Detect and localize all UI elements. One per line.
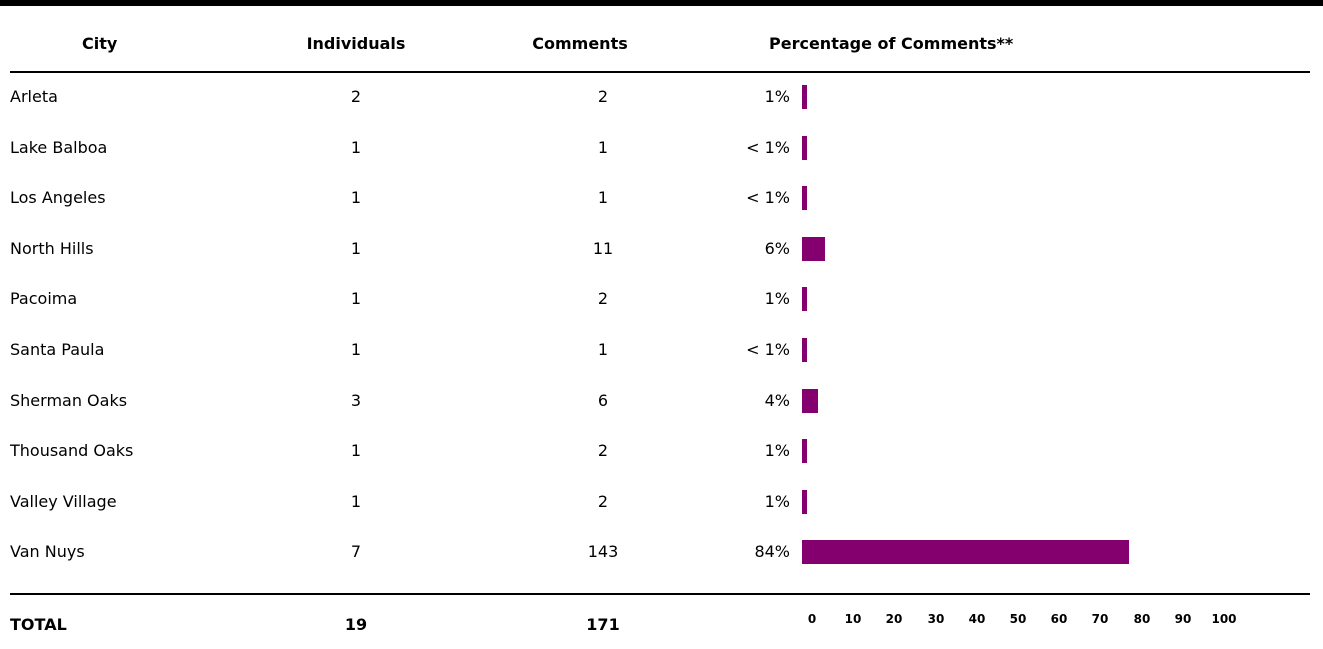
bar-santa-paula: [802, 338, 807, 362]
row-percentage-label: 1%: [764, 441, 790, 460]
row-comments: 6: [597, 391, 609, 410]
bar-valley-village: [802, 490, 807, 514]
x-tick-label: 90: [1174, 612, 1192, 626]
row-percentage-label: 84%: [754, 542, 790, 561]
row-comments: 2: [597, 492, 609, 511]
x-tick-label: 80: [1133, 612, 1151, 626]
row-individuals: 3: [350, 391, 362, 410]
row-city: Lake Balboa: [10, 138, 108, 157]
row-percentage-label: 1%: [764, 87, 790, 106]
row-city: Los Angeles: [10, 188, 106, 207]
row-comments: 1: [597, 138, 609, 157]
row-individuals: 1: [350, 492, 362, 511]
row-individuals: 1: [350, 289, 362, 308]
header-rule: [10, 71, 1310, 73]
row-percentage-label: < 1%: [746, 138, 790, 157]
x-tick-label: 30: [927, 612, 945, 626]
row-individuals: 1: [350, 188, 362, 207]
row-percentage-label: 6%: [764, 239, 790, 258]
row-city: Santa Paula: [10, 340, 105, 359]
row-individuals: 1: [350, 138, 362, 157]
row-city: Pacoima: [10, 289, 78, 308]
x-tick-label: 60: [1050, 612, 1068, 626]
x-tick-label: 20: [885, 612, 903, 626]
row-city: Sherman Oaks: [10, 391, 128, 410]
row-percentage-label: 4%: [764, 391, 790, 410]
row-city: Arleta: [10, 87, 58, 106]
bar-arleta: [802, 85, 807, 109]
row-individuals: 7: [350, 542, 362, 561]
row-individuals: 1: [350, 239, 362, 258]
bar-lake-balboa: [802, 136, 807, 160]
row-comments: 2: [597, 441, 609, 460]
top-rule: [0, 0, 1323, 6]
bar-pacoima: [802, 287, 807, 311]
row-individuals: 2: [350, 87, 362, 106]
header-city: City: [82, 34, 118, 53]
x-tick-label: 0: [807, 612, 817, 626]
bar-thousand-oaks: [802, 439, 807, 463]
x-tick-label: 100: [1211, 612, 1237, 626]
row-percentage-label: 1%: [764, 492, 790, 511]
total-individuals: 19: [344, 615, 368, 634]
bar-north-hills: [802, 237, 825, 261]
row-comments: 11: [592, 239, 614, 258]
header-percentage: Percentage of Comments**: [769, 34, 1014, 53]
row-percentage-label: < 1%: [746, 188, 790, 207]
header-individuals: Individuals: [306, 34, 406, 53]
bar-sherman-oaks: [802, 389, 818, 413]
row-individuals: 1: [350, 340, 362, 359]
row-comments: 1: [597, 340, 609, 359]
total-comments: 171: [586, 615, 620, 634]
x-tick-label: 10: [844, 612, 862, 626]
row-city: Thousand Oaks: [10, 441, 134, 460]
bar-los-angeles: [802, 186, 807, 210]
row-comments: 143: [587, 542, 619, 561]
row-comments: 1: [597, 188, 609, 207]
row-percentage-label: < 1%: [746, 340, 790, 359]
row-individuals: 1: [350, 441, 362, 460]
row-city: Van Nuys: [10, 542, 85, 561]
x-tick-label: 40: [968, 612, 986, 626]
row-percentage-label: 1%: [764, 289, 790, 308]
row-city: Valley Village: [10, 492, 117, 511]
header-comments: Comments: [532, 34, 628, 53]
total-rule: [10, 593, 1310, 595]
x-tick-label: 50: [1009, 612, 1027, 626]
row-city: North Hills: [10, 239, 94, 258]
row-comments: 2: [597, 87, 609, 106]
x-tick-label: 70: [1091, 612, 1109, 626]
bar-van-nuys: [802, 540, 1129, 564]
total-label: TOTAL: [10, 615, 67, 634]
row-comments: 2: [597, 289, 609, 308]
